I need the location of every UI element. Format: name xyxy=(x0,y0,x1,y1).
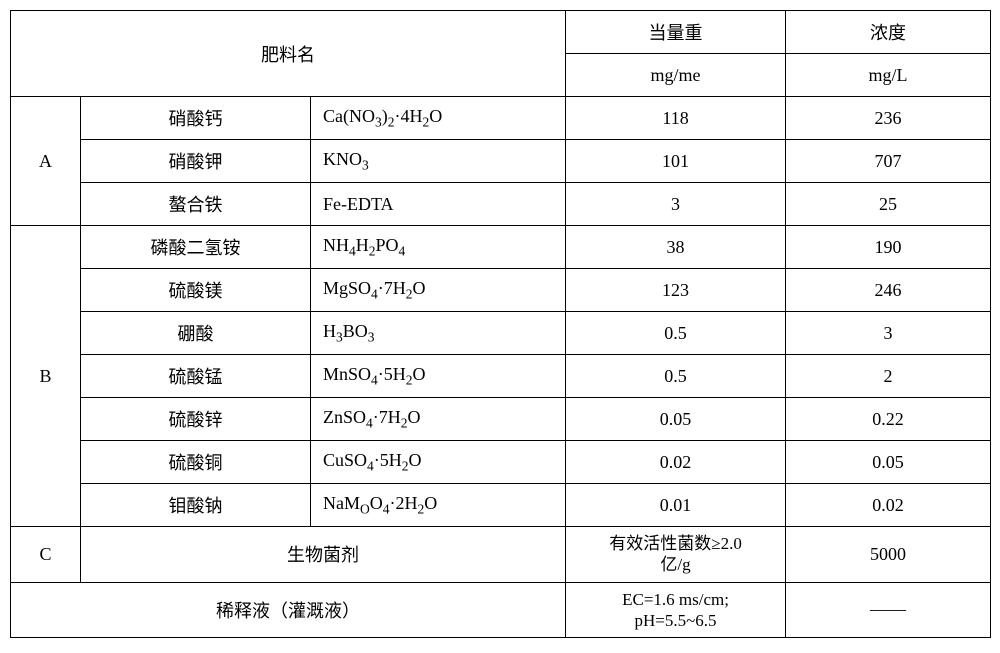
cell-conc: 246 xyxy=(786,269,991,312)
cell-eq: 123 xyxy=(566,269,786,312)
table-row: 硫酸铜 CuSO4·5H2O 0.02 0.05 xyxy=(11,441,991,484)
cell-name: 硝酸钾 xyxy=(81,140,311,183)
table-row: 稀释液（灌溉液） EC=1.6 ms/cm; pH=5.5~6.5 —— xyxy=(11,582,991,638)
cell-formula: KNO3 xyxy=(311,140,566,183)
cell-eq-line2: 亿/g xyxy=(660,555,690,574)
group-a-label: A xyxy=(11,97,81,226)
cell-name: 硼酸 xyxy=(81,312,311,355)
dilution-eq-line1: EC=1.6 ms/cm; xyxy=(622,590,729,609)
cell-name: 生物菌剂 xyxy=(81,527,566,583)
table-row: B 磷酸二氢铵 NH4H2PO4 38 190 xyxy=(11,226,991,269)
cell-conc: 3 xyxy=(786,312,991,355)
cell-eq: 0.02 xyxy=(566,441,786,484)
table-header-row: 肥料名 当量重 浓度 xyxy=(11,11,991,54)
table-row: 钼酸钠 NaMOO4·2H2O 0.01 0.02 xyxy=(11,484,991,527)
header-eq-unit: mg/me xyxy=(566,54,786,97)
table-row: 硫酸镁 MgSO4·7H2O 123 246 xyxy=(11,269,991,312)
cell-name: 钼酸钠 xyxy=(81,484,311,527)
cell-formula: H3BO3 xyxy=(311,312,566,355)
cell-formula: NaMOO4·2H2O xyxy=(311,484,566,527)
cell-eq-line1: 有效活性菌数≥2.0 xyxy=(609,534,742,553)
table-row: C 生物菌剂 有效活性菌数≥2.0 亿/g 5000 xyxy=(11,527,991,583)
header-conc-label: 浓度 xyxy=(786,11,991,54)
table-row: A 硝酸钙 Ca(NO3)2·4H2O 118 236 xyxy=(11,97,991,140)
cell-conc: 0.02 xyxy=(786,484,991,527)
cell-eq: 0.05 xyxy=(566,398,786,441)
cell-conc: 25 xyxy=(786,183,991,226)
cell-formula: CuSO4·5H2O xyxy=(311,441,566,484)
table-row: 硝酸钾 KNO3 101 707 xyxy=(11,140,991,183)
cell-formula: Ca(NO3)2·4H2O xyxy=(311,97,566,140)
group-c-label: C xyxy=(11,527,81,583)
cell-name: 硫酸锌 xyxy=(81,398,311,441)
cell-eq: 101 xyxy=(566,140,786,183)
header-conc-unit: mg/L xyxy=(786,54,991,97)
cell-formula: Fe-EDTA xyxy=(311,183,566,226)
cell-conc: 0.05 xyxy=(786,441,991,484)
dilution-eq: EC=1.6 ms/cm; pH=5.5~6.5 xyxy=(566,582,786,638)
cell-formula: MgSO4·7H2O xyxy=(311,269,566,312)
group-b-label: B xyxy=(11,226,81,527)
cell-eq: 0.5 xyxy=(566,312,786,355)
header-name: 肥料名 xyxy=(11,11,566,97)
cell-conc: 190 xyxy=(786,226,991,269)
cell-formula: ZnSO4·7H2O xyxy=(311,398,566,441)
cell-eq: 38 xyxy=(566,226,786,269)
cell-name: 硫酸锰 xyxy=(81,355,311,398)
cell-conc: 707 xyxy=(786,140,991,183)
cell-name: 螯合铁 xyxy=(81,183,311,226)
cell-name: 硝酸钙 xyxy=(81,97,311,140)
dilution-name: 稀释液（灌溉液） xyxy=(11,582,566,638)
table-row: 螯合铁 Fe-EDTA 3 25 xyxy=(11,183,991,226)
fertilizer-table: 肥料名 当量重 浓度 mg/me mg/L A 硝酸钙 Ca(NO3)2·4H2… xyxy=(10,10,991,638)
cell-name: 磷酸二氢铵 xyxy=(81,226,311,269)
cell-formula: NH4H2PO4 xyxy=(311,226,566,269)
table-row: 硫酸锌 ZnSO4·7H2O 0.05 0.22 xyxy=(11,398,991,441)
header-eq-label: 当量重 xyxy=(566,11,786,54)
cell-eq: 0.01 xyxy=(566,484,786,527)
cell-conc: 0.22 xyxy=(786,398,991,441)
dilution-eq-line2: pH=5.5~6.5 xyxy=(635,611,717,630)
cell-eq: 0.5 xyxy=(566,355,786,398)
cell-formula: MnSO4·5H2O xyxy=(311,355,566,398)
cell-eq: 118 xyxy=(566,97,786,140)
cell-conc: 5000 xyxy=(786,527,991,583)
table-row: 硼酸 H3BO3 0.5 3 xyxy=(11,312,991,355)
dilution-conc: —— xyxy=(786,582,991,638)
cell-eq: 3 xyxy=(566,183,786,226)
table-row: 硫酸锰 MnSO4·5H2O 0.5 2 xyxy=(11,355,991,398)
cell-conc: 236 xyxy=(786,97,991,140)
cell-name: 硫酸铜 xyxy=(81,441,311,484)
cell-name: 硫酸镁 xyxy=(81,269,311,312)
cell-eq: 有效活性菌数≥2.0 亿/g xyxy=(566,527,786,583)
cell-conc: 2 xyxy=(786,355,991,398)
